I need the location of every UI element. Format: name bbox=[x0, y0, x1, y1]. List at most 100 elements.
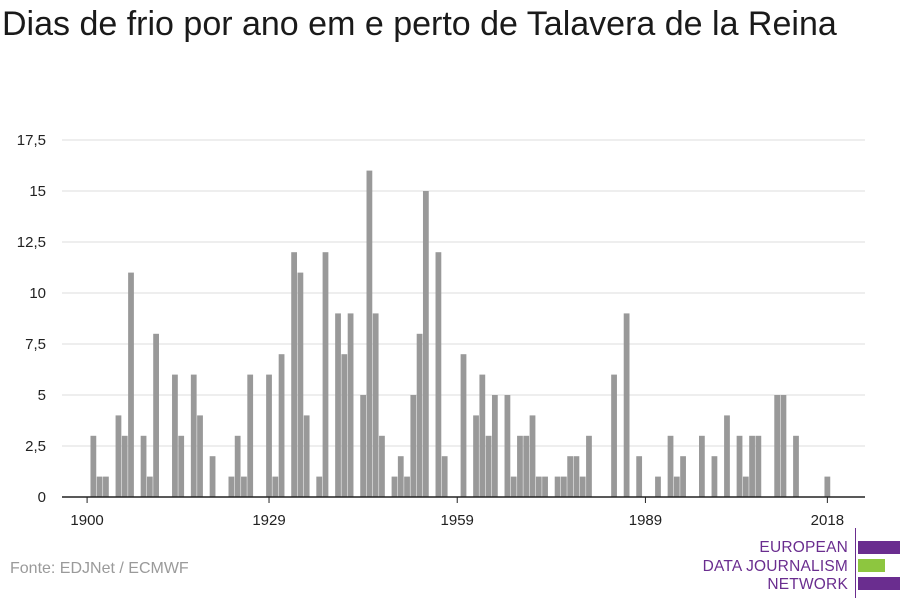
logo-line-2: DATA JOURNALISM bbox=[702, 558, 848, 575]
bar bbox=[673, 476, 680, 497]
bar bbox=[178, 435, 185, 497]
bar bbox=[793, 435, 799, 497]
bar bbox=[404, 476, 410, 497]
bar bbox=[391, 476, 398, 497]
logo-bar-purple-bottom bbox=[858, 577, 900, 590]
bar bbox=[228, 476, 235, 497]
bar bbox=[209, 456, 216, 497]
bar bbox=[322, 252, 329, 497]
y-tick-label: 2,5 bbox=[25, 438, 46, 455]
bar bbox=[190, 374, 197, 497]
bar bbox=[755, 435, 762, 497]
bar bbox=[103, 476, 109, 497]
bar bbox=[291, 252, 298, 497]
bar bbox=[397, 456, 404, 497]
bar bbox=[115, 415, 122, 497]
bar bbox=[416, 333, 423, 497]
bar bbox=[573, 456, 580, 497]
bar bbox=[774, 395, 781, 497]
bar bbox=[121, 435, 128, 497]
bar bbox=[297, 272, 304, 497]
y-tick-label: 17,5 bbox=[17, 132, 46, 149]
y-tick-label: 12,5 bbox=[17, 234, 46, 251]
bar bbox=[303, 415, 310, 497]
bar bbox=[699, 435, 705, 497]
bar bbox=[586, 435, 592, 497]
bar bbox=[140, 435, 147, 497]
y-tick-label: 5 bbox=[38, 387, 46, 404]
bar bbox=[360, 395, 367, 497]
x-tick-label: 2018 bbox=[811, 512, 844, 529]
bar bbox=[372, 313, 379, 497]
bar bbox=[667, 435, 674, 497]
bar bbox=[128, 272, 134, 497]
logo-line-3: NETWORK bbox=[767, 576, 848, 593]
bar bbox=[172, 374, 178, 497]
bar bbox=[567, 456, 574, 497]
bar bbox=[680, 456, 686, 497]
bar bbox=[422, 191, 429, 497]
logo-bar-green bbox=[858, 559, 885, 572]
bar bbox=[96, 476, 103, 497]
bar bbox=[724, 415, 730, 497]
bar bbox=[473, 415, 479, 497]
bar bbox=[579, 476, 586, 497]
bar bbox=[347, 313, 354, 497]
bar bbox=[742, 476, 749, 497]
y-tick-label: 15 bbox=[29, 183, 46, 200]
bar bbox=[491, 395, 498, 497]
source-note: Fonte: EDJNet / ECMWF bbox=[10, 560, 189, 577]
bar bbox=[517, 435, 523, 497]
bar bbox=[435, 252, 442, 497]
bar bbox=[379, 435, 385, 497]
bar bbox=[366, 170, 373, 497]
chart-title: Dias de frio por ano em e perto de Talav… bbox=[2, 5, 837, 43]
bar bbox=[611, 374, 617, 497]
bar bbox=[234, 435, 241, 497]
bar bbox=[504, 395, 511, 497]
bar bbox=[410, 395, 417, 497]
bar bbox=[241, 476, 247, 497]
logo-divider bbox=[855, 528, 856, 598]
bar bbox=[623, 313, 630, 497]
bar bbox=[90, 435, 97, 497]
x-tick-label: 1989 bbox=[629, 512, 662, 529]
x-tick-label: 1929 bbox=[252, 512, 285, 529]
bar bbox=[153, 333, 159, 497]
bar bbox=[636, 456, 643, 497]
bar bbox=[749, 435, 755, 497]
bar bbox=[554, 476, 561, 497]
bar bbox=[316, 476, 323, 497]
bar bbox=[529, 415, 536, 497]
bar bbox=[736, 435, 743, 497]
logo-bar-purple-top bbox=[858, 541, 900, 554]
bar bbox=[523, 435, 530, 497]
x-tick-label: 1900 bbox=[70, 512, 103, 529]
bar bbox=[247, 374, 254, 497]
bar bbox=[441, 456, 448, 497]
bar bbox=[655, 476, 661, 497]
bar bbox=[266, 374, 272, 497]
bar bbox=[711, 456, 718, 497]
bar bbox=[535, 476, 542, 497]
bars bbox=[90, 170, 831, 497]
x-axis: 1900 1929 1959 1989 2018 bbox=[62, 496, 865, 529]
bar bbox=[542, 476, 548, 497]
logo-line-1: EUROPEAN bbox=[759, 539, 848, 556]
y-tick-label: 0 bbox=[38, 489, 46, 506]
bar bbox=[824, 476, 831, 497]
bar bbox=[510, 476, 517, 497]
y-tick-label: 7,5 bbox=[25, 336, 46, 353]
y-tick-label: 10 bbox=[29, 285, 46, 302]
bar bbox=[479, 374, 486, 497]
bar bbox=[335, 313, 341, 497]
bar bbox=[197, 415, 203, 497]
bar bbox=[780, 395, 787, 497]
bar bbox=[341, 354, 348, 497]
bar bbox=[272, 476, 279, 497]
edjnet-logo[interactable]: EUROPEAN DATA JOURNALISM NETWORK bbox=[700, 528, 900, 598]
bar bbox=[278, 354, 285, 497]
bar bbox=[485, 435, 492, 497]
y-axis-ticks: 0 2,5 5 7,5 10 12,5 15 17,5 bbox=[17, 132, 46, 506]
